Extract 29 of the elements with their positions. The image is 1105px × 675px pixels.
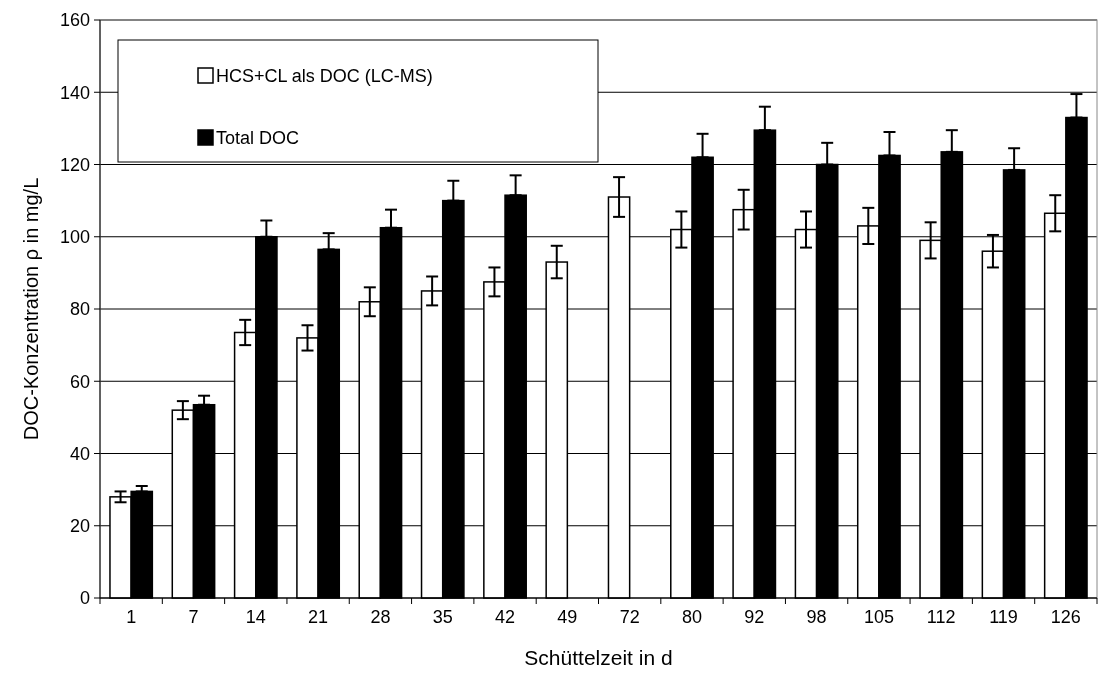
x-tick-label: 119 <box>989 607 1018 627</box>
x-tick-label: 35 <box>432 607 453 627</box>
x-tick-label: 126 <box>1050 607 1081 627</box>
x-tick-label: 80 <box>681 607 702 627</box>
y-tick-label: 120 <box>59 154 90 175</box>
x-tick-label: 42 <box>495 607 516 627</box>
y-tick-label: 60 <box>69 371 90 392</box>
y-tick-label: 40 <box>69 443 90 464</box>
y-tick-label: 140 <box>59 82 90 103</box>
y-tick-label: 20 <box>69 516 90 537</box>
legend-label: Total DOC <box>216 128 300 149</box>
y-tick-label: 0 <box>79 588 90 609</box>
x-tick-label: 92 <box>744 607 765 627</box>
x-tick-label: 14 <box>245 607 266 627</box>
legend-label: HCS+CL als DOC (LC-MS) <box>216 66 433 87</box>
x-tick-label: 72 <box>619 607 640 627</box>
y-tick-label: 100 <box>59 227 90 248</box>
x-tick-label: 112 <box>926 607 956 627</box>
x-tick-label: 21 <box>308 607 329 627</box>
x-tick-label: 105 <box>863 607 894 627</box>
y-axis-title: DOC-Konzentration ρ in mg/L <box>20 177 42 441</box>
x-tick-label: 28 <box>370 607 391 627</box>
x-tick-label: 98 <box>806 607 827 627</box>
x-tick-label: 49 <box>557 607 578 627</box>
x-tick-label: 7 <box>188 607 199 627</box>
y-tick-label: 160 <box>59 10 90 31</box>
x-axis-title: Schüttelzeit in d <box>524 646 673 669</box>
y-tick-label: 80 <box>69 299 90 320</box>
x-tick-label: 1 <box>126 607 137 627</box>
